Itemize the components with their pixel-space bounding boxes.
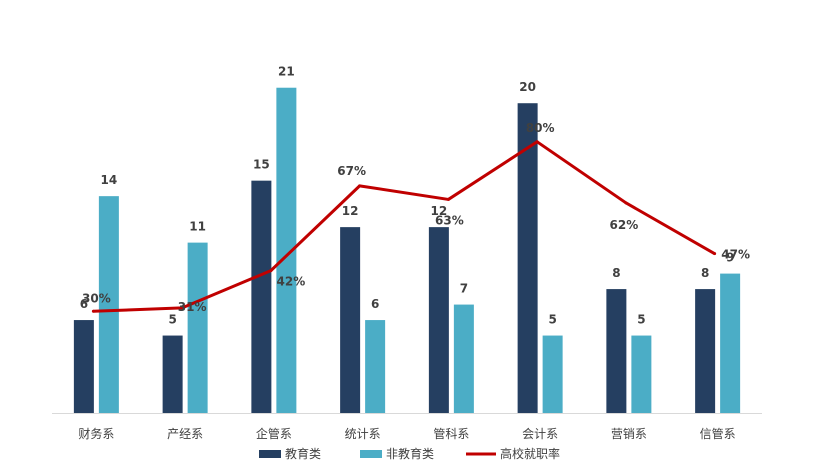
bar-series-group	[73, 87, 741, 414]
bar-label-non-edu-3: 6	[371, 297, 379, 311]
x-tick-label-3: 统计系	[345, 427, 381, 441]
x-tick-label-6: 营销系	[611, 427, 647, 441]
bar-edu-7	[695, 289, 716, 413]
legend-swatch-non-edu	[360, 450, 382, 458]
bar-label-non-edu-4: 7	[460, 282, 468, 296]
bar-label-edu-5: 20	[519, 80, 536, 94]
bar-non-edu-5	[542, 335, 563, 413]
x-tick-label-2: 企管系	[256, 426, 292, 441]
bar-label-non-edu-0: 14	[101, 173, 118, 187]
rate-label-1: 31%	[178, 300, 207, 314]
bar-label-edu-1: 5	[168, 313, 176, 327]
rate-point-6	[624, 201, 628, 205]
rate-point-1	[180, 306, 184, 310]
bar-edu-4	[428, 227, 449, 413]
x-tick-label-4: 管科系	[433, 426, 469, 441]
bar-edu-0	[73, 320, 94, 413]
bar-label-edu-7: 8	[701, 266, 709, 280]
rate-label-7: 47%	[721, 248, 750, 262]
bar-non-edu-6	[631, 335, 652, 413]
bar-label-edu-3: 12	[342, 204, 359, 218]
rate-label-0: 30%	[82, 291, 111, 305]
bar-edu-6	[606, 289, 627, 413]
x-tick-group: 财务系 产经系 企管系 统计系 管科系 会计系 营销系 信管系	[78, 426, 735, 441]
rate-point-4	[446, 197, 450, 201]
bar-non-edu-7	[720, 273, 741, 413]
x-tick-label-5: 会计系	[522, 427, 558, 441]
rate-label-5: 80%	[526, 121, 555, 135]
rate-label-6: 62%	[610, 218, 639, 232]
legend-swatch-edu	[259, 450, 281, 458]
rate-label-3: 67%	[337, 164, 366, 178]
rate-line	[93, 140, 716, 313]
bar-label-non-edu-7: 9	[726, 251, 734, 265]
bar-label-non-edu-5: 5	[548, 313, 556, 327]
rate-label-2: 42%	[277, 275, 306, 289]
legend-label-rate: 高校就职率	[500, 446, 560, 461]
rate-point-3	[358, 184, 362, 188]
bar-non-edu-4	[453, 304, 474, 413]
bar-label-group: 6 14 5 11 15 21 12 6 12 7 20 5 8 5 8 9	[80, 65, 735, 327]
x-tick-label-1: 产经系	[167, 427, 203, 441]
bar-label-non-edu-1: 11	[189, 220, 206, 234]
rate-point-2	[269, 269, 273, 273]
bar-label-edu-4: 12	[431, 204, 448, 218]
legend: 教育类 非教育类 高校就职率	[259, 446, 560, 461]
bar-non-edu-0	[98, 196, 119, 413]
x-tick-label-0: 财务系	[78, 426, 114, 441]
bar-non-edu-2	[276, 87, 297, 414]
rate-point-5	[535, 140, 539, 144]
bar-label-non-edu-2: 21	[278, 65, 295, 79]
legend-label-non-edu: 非教育类	[386, 446, 434, 461]
bar-non-edu-1	[187, 242, 208, 413]
x-tick-label-7: 信管系	[700, 426, 736, 441]
bar-label-non-edu-6: 5	[637, 313, 645, 327]
bar-label-edu-2: 15	[253, 158, 270, 172]
bar-edu-3	[340, 227, 361, 413]
bar-non-edu-3	[365, 320, 386, 413]
bar-label-edu-6: 8	[612, 266, 620, 280]
bar-label-edu-0: 6	[80, 297, 88, 311]
bar-edu-2	[251, 180, 272, 413]
rate-point-7	[713, 252, 717, 256]
rate-point-0	[91, 309, 95, 313]
legend-label-edu: 教育类	[285, 446, 321, 461]
bar-edu-5	[517, 103, 538, 413]
rate-line-group: 30% 31% 42% 67% 63% 80% 62% 47%	[82, 121, 750, 314]
rate-label-4: 63%	[435, 213, 464, 227]
bar-edu-1	[162, 335, 183, 413]
